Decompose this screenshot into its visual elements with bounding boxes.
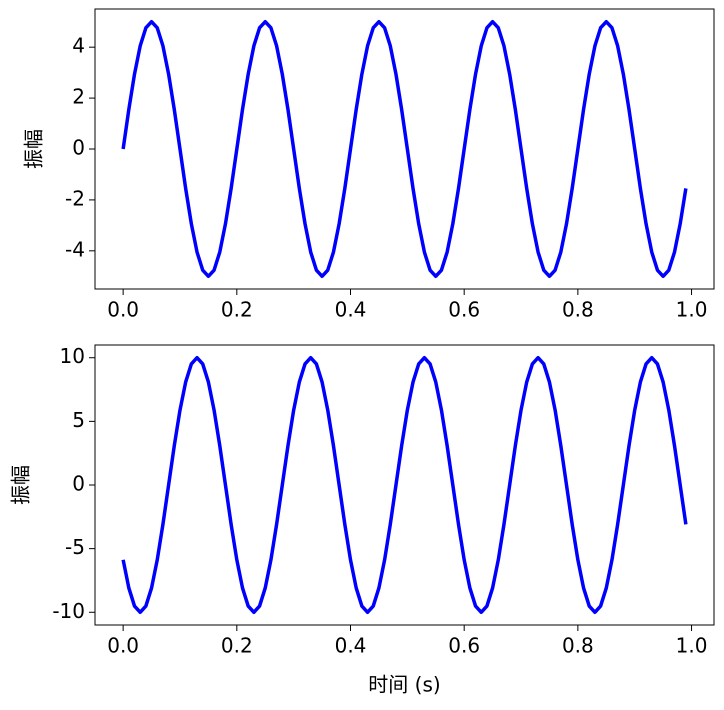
- y-tick-label: -4: [65, 237, 85, 261]
- x-tick-label: 0.4: [335, 634, 367, 658]
- x-tick-label: 0.2: [221, 634, 253, 658]
- x-tick-label: 0.4: [335, 298, 367, 322]
- data-line: [121, 355, 688, 615]
- y-axis-label: 振幅: [9, 465, 33, 505]
- plot-frame: [94, 8, 715, 290]
- data-line: [121, 19, 688, 279]
- y-tick-label: -5: [65, 535, 85, 559]
- plot-frame: [94, 344, 715, 626]
- x-tick-label: 0.0: [107, 634, 139, 658]
- x-tick-label: 0.6: [448, 634, 480, 658]
- y-tick-label: 5: [72, 408, 85, 432]
- x-tick-label: 0.6: [448, 298, 480, 322]
- y-tick-label: 2: [72, 85, 85, 109]
- y-tick-label: -10: [52, 599, 85, 623]
- x-tick-label: 0.8: [562, 634, 594, 658]
- x-axis-label: 时间 (s): [368, 673, 440, 697]
- x-tick-label: 0.2: [221, 298, 253, 322]
- y-tick-label: 10: [60, 344, 85, 368]
- y-axis-label: 振幅: [22, 129, 46, 169]
- x-tick-label: 1.0: [676, 634, 708, 658]
- y-tick-label: 0: [72, 136, 85, 160]
- y-tick-label: 0: [72, 472, 85, 496]
- x-tick-label: 0.8: [562, 298, 594, 322]
- x-tick-label: 0.0: [107, 298, 139, 322]
- x-tick-label: 1.0: [676, 298, 708, 322]
- y-tick-label: -2: [65, 186, 85, 210]
- y-tick-label: 4: [72, 34, 85, 58]
